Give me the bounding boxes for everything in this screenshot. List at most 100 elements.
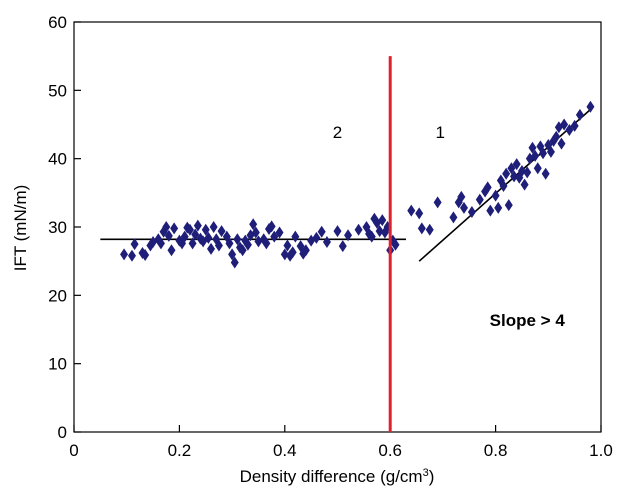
data-point: [188, 237, 197, 250]
data-point: [491, 189, 500, 202]
data-point: [552, 130, 561, 143]
x-axis-ticks: 0 0.2 0.4 0.6 0.8 1.0: [69, 425, 613, 460]
data-point: [499, 180, 508, 192]
data-point: [120, 248, 129, 261]
data-point: [217, 225, 226, 238]
data-point: [570, 119, 579, 132]
data-point: [425, 223, 434, 236]
data-point: [449, 211, 458, 224]
data-point: [283, 239, 292, 252]
x-axis-label-sup: 3: [423, 467, 429, 479]
y-tick-label: 30: [48, 218, 67, 237]
data-point: [486, 204, 495, 217]
y-tick-label: 50: [48, 81, 67, 100]
data-point: [214, 239, 223, 252]
data-point: [510, 170, 519, 183]
data-point: [333, 225, 342, 238]
data-point: [193, 219, 202, 232]
data-point: [127, 249, 136, 262]
data-point: [141, 249, 150, 262]
data-point: [180, 230, 189, 243]
data-point: [233, 233, 242, 246]
data-point: [238, 244, 247, 257]
x-tick-label: 0.6: [378, 441, 402, 460]
data-point: [504, 199, 513, 212]
data-point: [512, 158, 521, 171]
data-point: [288, 246, 297, 259]
data-point: [170, 222, 179, 235]
data-point: [375, 225, 384, 238]
data-point: [539, 147, 548, 160]
data-point: [275, 226, 284, 239]
y-tick-label: 10: [48, 355, 67, 374]
x-axis-label-main: Density difference (g/cm: [240, 467, 423, 486]
fit-lines: [100, 108, 591, 262]
data-point: [507, 162, 516, 175]
data-point: [209, 221, 218, 233]
data-point: [228, 248, 237, 261]
x-tick-label: 0.4: [273, 441, 297, 460]
x-tick-label: 0.2: [168, 441, 192, 460]
data-point: [204, 231, 213, 244]
data-point: [467, 205, 476, 218]
data-point: [280, 248, 289, 261]
annotation-1: 2: [333, 123, 342, 142]
data-point: [459, 201, 468, 214]
data-point: [391, 238, 400, 251]
y-tick-label: 60: [48, 13, 67, 32]
data-point: [162, 221, 171, 233]
data-point: [557, 137, 566, 150]
data-point: [415, 207, 424, 220]
data-point: [546, 145, 555, 158]
data-point: [586, 100, 595, 113]
data-point: [378, 214, 387, 227]
annotation-2: 1: [436, 123, 445, 142]
data-point: [407, 204, 416, 217]
x-tick-label: 1.0: [589, 441, 613, 460]
data-point: [270, 230, 279, 243]
data-point: [230, 256, 239, 269]
data-point: [130, 238, 139, 251]
data-point: [494, 201, 503, 214]
data-point: [312, 231, 321, 244]
data-point: [354, 223, 363, 236]
data-point: [201, 223, 210, 236]
data-point: [156, 237, 165, 250]
data-point: [475, 193, 484, 206]
data-point: [251, 226, 260, 239]
data-point: [164, 229, 173, 242]
data-point: [367, 230, 376, 243]
data-point: [533, 162, 542, 175]
data-point: [541, 167, 550, 180]
data-point: [575, 108, 584, 121]
data-point: [565, 123, 574, 136]
data-point: [517, 164, 526, 177]
data-point: [167, 244, 176, 257]
y-axis-label: IFT (mN/m): [11, 185, 30, 272]
x-tick-label: 0: [69, 441, 78, 460]
data-point: [249, 218, 258, 231]
data-point: [531, 149, 540, 162]
data-point: [262, 237, 271, 250]
data-point: [191, 228, 200, 241]
data-point: [338, 240, 347, 253]
data-point: [344, 229, 353, 242]
y-tick-label: 20: [48, 286, 67, 305]
data-point: [138, 246, 147, 259]
data-point: [243, 238, 252, 251]
x-tick-label: 0.8: [484, 441, 508, 460]
y-axis-ticks: 0 10 20 30 40 50 60: [48, 13, 81, 442]
data-point: [523, 166, 532, 179]
data-points: [120, 100, 595, 269]
data-point: [417, 222, 426, 235]
y-tick-label: 0: [58, 423, 67, 442]
data-point: [225, 237, 234, 250]
x-axis-label: Density difference (g/cm3): [240, 467, 435, 486]
data-point: [433, 196, 442, 209]
annotation-3: Slope > 4: [490, 311, 566, 330]
data-point: [483, 181, 492, 194]
data-point: [291, 230, 300, 243]
data-point: [207, 242, 216, 255]
data-point: [560, 118, 569, 131]
